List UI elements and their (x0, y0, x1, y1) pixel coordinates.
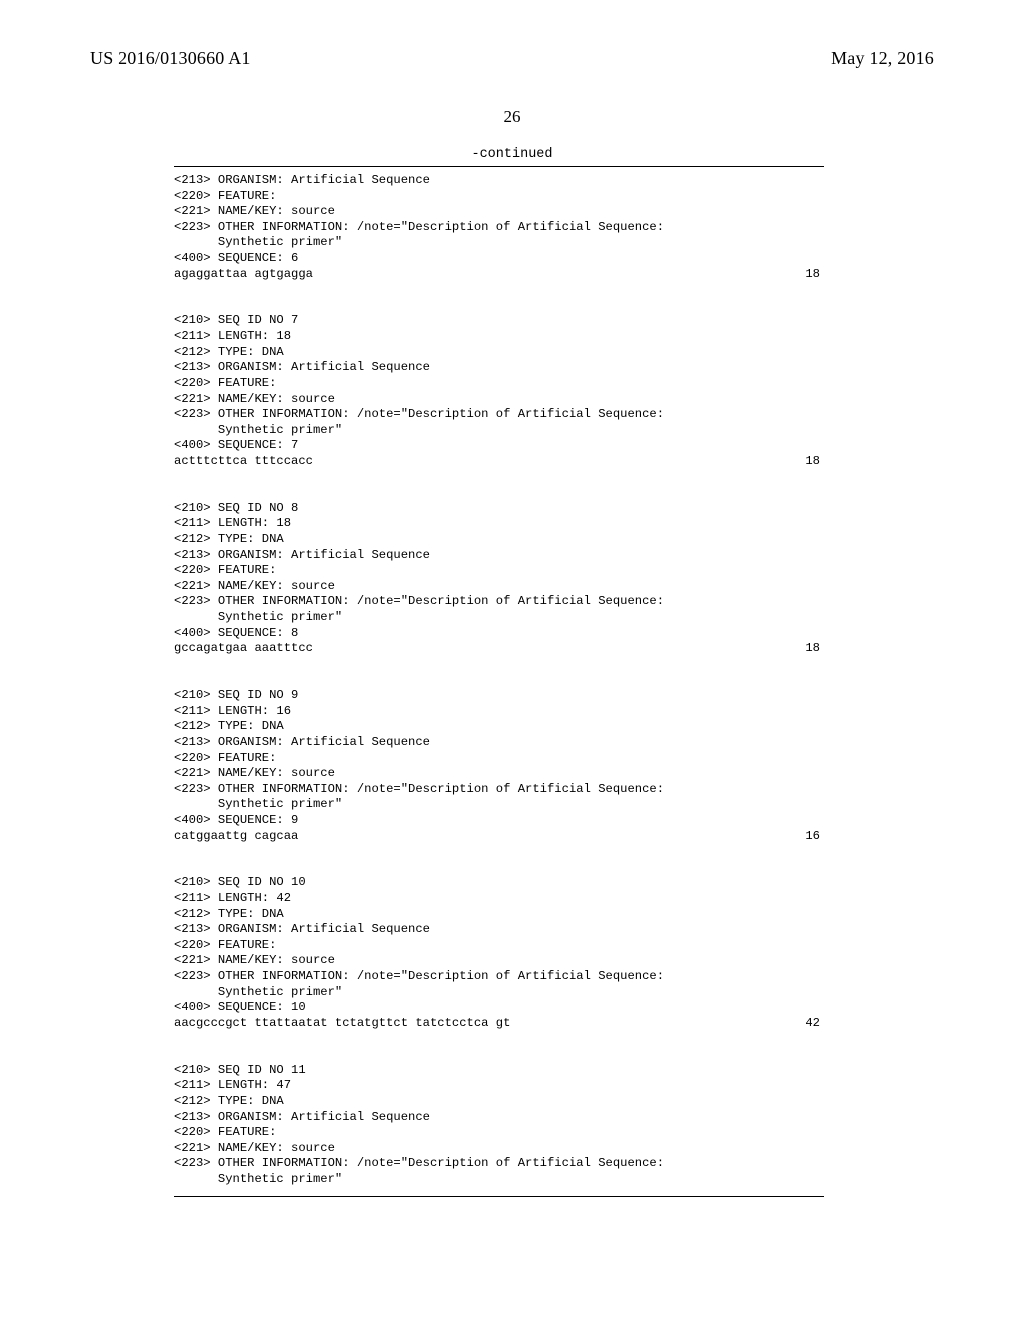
seq-line: <210> SEQ ID NO 7 (174, 313, 824, 329)
seq-line: <212> TYPE: DNA (174, 345, 824, 361)
seq-line: <220> FEATURE: (174, 563, 824, 579)
seq-length: 18 (805, 641, 824, 657)
seq-line: <211> LENGTH: 16 (174, 704, 824, 720)
publication-date: May 12, 2016 (831, 48, 934, 69)
blank-line (174, 470, 824, 486)
blank-line (174, 844, 824, 860)
sequence-listing: <213> ORGANISM: Artificial Sequence<220>… (174, 166, 824, 1197)
continued-label: -continued (90, 147, 934, 162)
seq-line: <212> TYPE: DNA (174, 907, 824, 923)
header: US 2016/0130660 A1 May 12, 2016 (90, 48, 934, 73)
seq-data-row: agaggattaa agtgagga 18 (174, 267, 824, 283)
seq-line: <220> FEATURE: (174, 189, 824, 205)
seq-text: agaggattaa agtgagga (174, 267, 313, 283)
page-number: 26 (90, 107, 934, 127)
seq-line: <220> FEATURE: (174, 1125, 824, 1141)
seq-line: <210> SEQ ID NO 8 (174, 501, 824, 517)
seq-line: Synthetic primer" (174, 985, 824, 1001)
seq-line: <220> FEATURE: (174, 751, 824, 767)
seq-line: Synthetic primer" (174, 797, 824, 813)
seq-line: <221> NAME/KEY: source (174, 766, 824, 782)
seq-data-row: catggaattg cagcaa 16 (174, 829, 824, 845)
blank-line (174, 673, 824, 689)
seq-text: actttcttca tttccacc (174, 454, 313, 470)
seq-line: <223> OTHER INFORMATION: /note="Descript… (174, 407, 824, 423)
seq-line: <213> ORGANISM: Artificial Sequence (174, 735, 824, 751)
seq-line: <223> OTHER INFORMATION: /note="Descript… (174, 782, 824, 798)
seq-line: <221> NAME/KEY: source (174, 579, 824, 595)
seq-line: <211> LENGTH: 18 (174, 516, 824, 532)
blank-line (174, 1032, 824, 1048)
seq-line: <223> OTHER INFORMATION: /note="Descript… (174, 969, 824, 985)
blank-line (174, 298, 824, 314)
seq-line: <210> SEQ ID NO 10 (174, 875, 824, 891)
seq-line: <400> SEQUENCE: 8 (174, 626, 824, 642)
seq-text: gccagatgaa aaatttcc (174, 641, 313, 657)
seq-line: <220> FEATURE: (174, 938, 824, 954)
seq-text: aacgcccgct ttattaatat tctatgttct tatctcc… (174, 1016, 510, 1032)
blank-line (174, 1047, 824, 1063)
publication-number: US 2016/0130660 A1 (90, 48, 251, 69)
seq-line: Synthetic primer" (174, 235, 824, 251)
seq-line: <211> LENGTH: 47 (174, 1078, 824, 1094)
seq-line: <223> OTHER INFORMATION: /note="Descript… (174, 220, 824, 236)
seq-line: <221> NAME/KEY: source (174, 204, 824, 220)
seq-text: catggaattg cagcaa (174, 829, 298, 845)
seq-length: 42 (805, 1016, 824, 1032)
seq-line: <213> ORGANISM: Artificial Sequence (174, 360, 824, 376)
seq-line: <213> ORGANISM: Artificial Sequence (174, 922, 824, 938)
seq-line: <211> LENGTH: 18 (174, 329, 824, 345)
seq-line: Synthetic primer" (174, 610, 824, 626)
seq-line: <221> NAME/KEY: source (174, 1141, 824, 1157)
seq-line: <400> SEQUENCE: 7 (174, 438, 824, 454)
seq-line: Synthetic primer" (174, 423, 824, 439)
seq-line: Synthetic primer" (174, 1172, 824, 1188)
seq-length: 18 (805, 267, 824, 283)
seq-line: <210> SEQ ID NO 11 (174, 1063, 824, 1079)
seq-data-row: aacgcccgct ttattaatat tctatgttct tatctcc… (174, 1016, 824, 1032)
blank-line (174, 282, 824, 298)
seq-line: <223> OTHER INFORMATION: /note="Descript… (174, 594, 824, 610)
seq-line: <223> OTHER INFORMATION: /note="Descript… (174, 1156, 824, 1172)
seq-line: <400> SEQUENCE: 10 (174, 1000, 824, 1016)
seq-line: <213> ORGANISM: Artificial Sequence (174, 173, 824, 189)
seq-line: <212> TYPE: DNA (174, 1094, 824, 1110)
seq-line: <212> TYPE: DNA (174, 719, 824, 735)
blank-line (174, 657, 824, 673)
seq-line: <220> FEATURE: (174, 376, 824, 392)
seq-data-row: gccagatgaa aaatttcc 18 (174, 641, 824, 657)
blank-line (174, 860, 824, 876)
seq-line: <400> SEQUENCE: 9 (174, 813, 824, 829)
seq-line: <212> TYPE: DNA (174, 532, 824, 548)
seq-line: <221> NAME/KEY: source (174, 953, 824, 969)
seq-line: <211> LENGTH: 42 (174, 891, 824, 907)
page: US 2016/0130660 A1 May 12, 2016 26 -cont… (0, 0, 1024, 1320)
seq-line: <213> ORGANISM: Artificial Sequence (174, 548, 824, 564)
seq-line: <400> SEQUENCE: 6 (174, 251, 824, 267)
seq-line: <210> SEQ ID NO 9 (174, 688, 824, 704)
blank-line (174, 485, 824, 501)
seq-line: <213> ORGANISM: Artificial Sequence (174, 1110, 824, 1126)
seq-line: <221> NAME/KEY: source (174, 392, 824, 408)
seq-data-row: actttcttca tttccacc 18 (174, 454, 824, 470)
seq-length: 16 (805, 829, 824, 845)
seq-length: 18 (805, 454, 824, 470)
